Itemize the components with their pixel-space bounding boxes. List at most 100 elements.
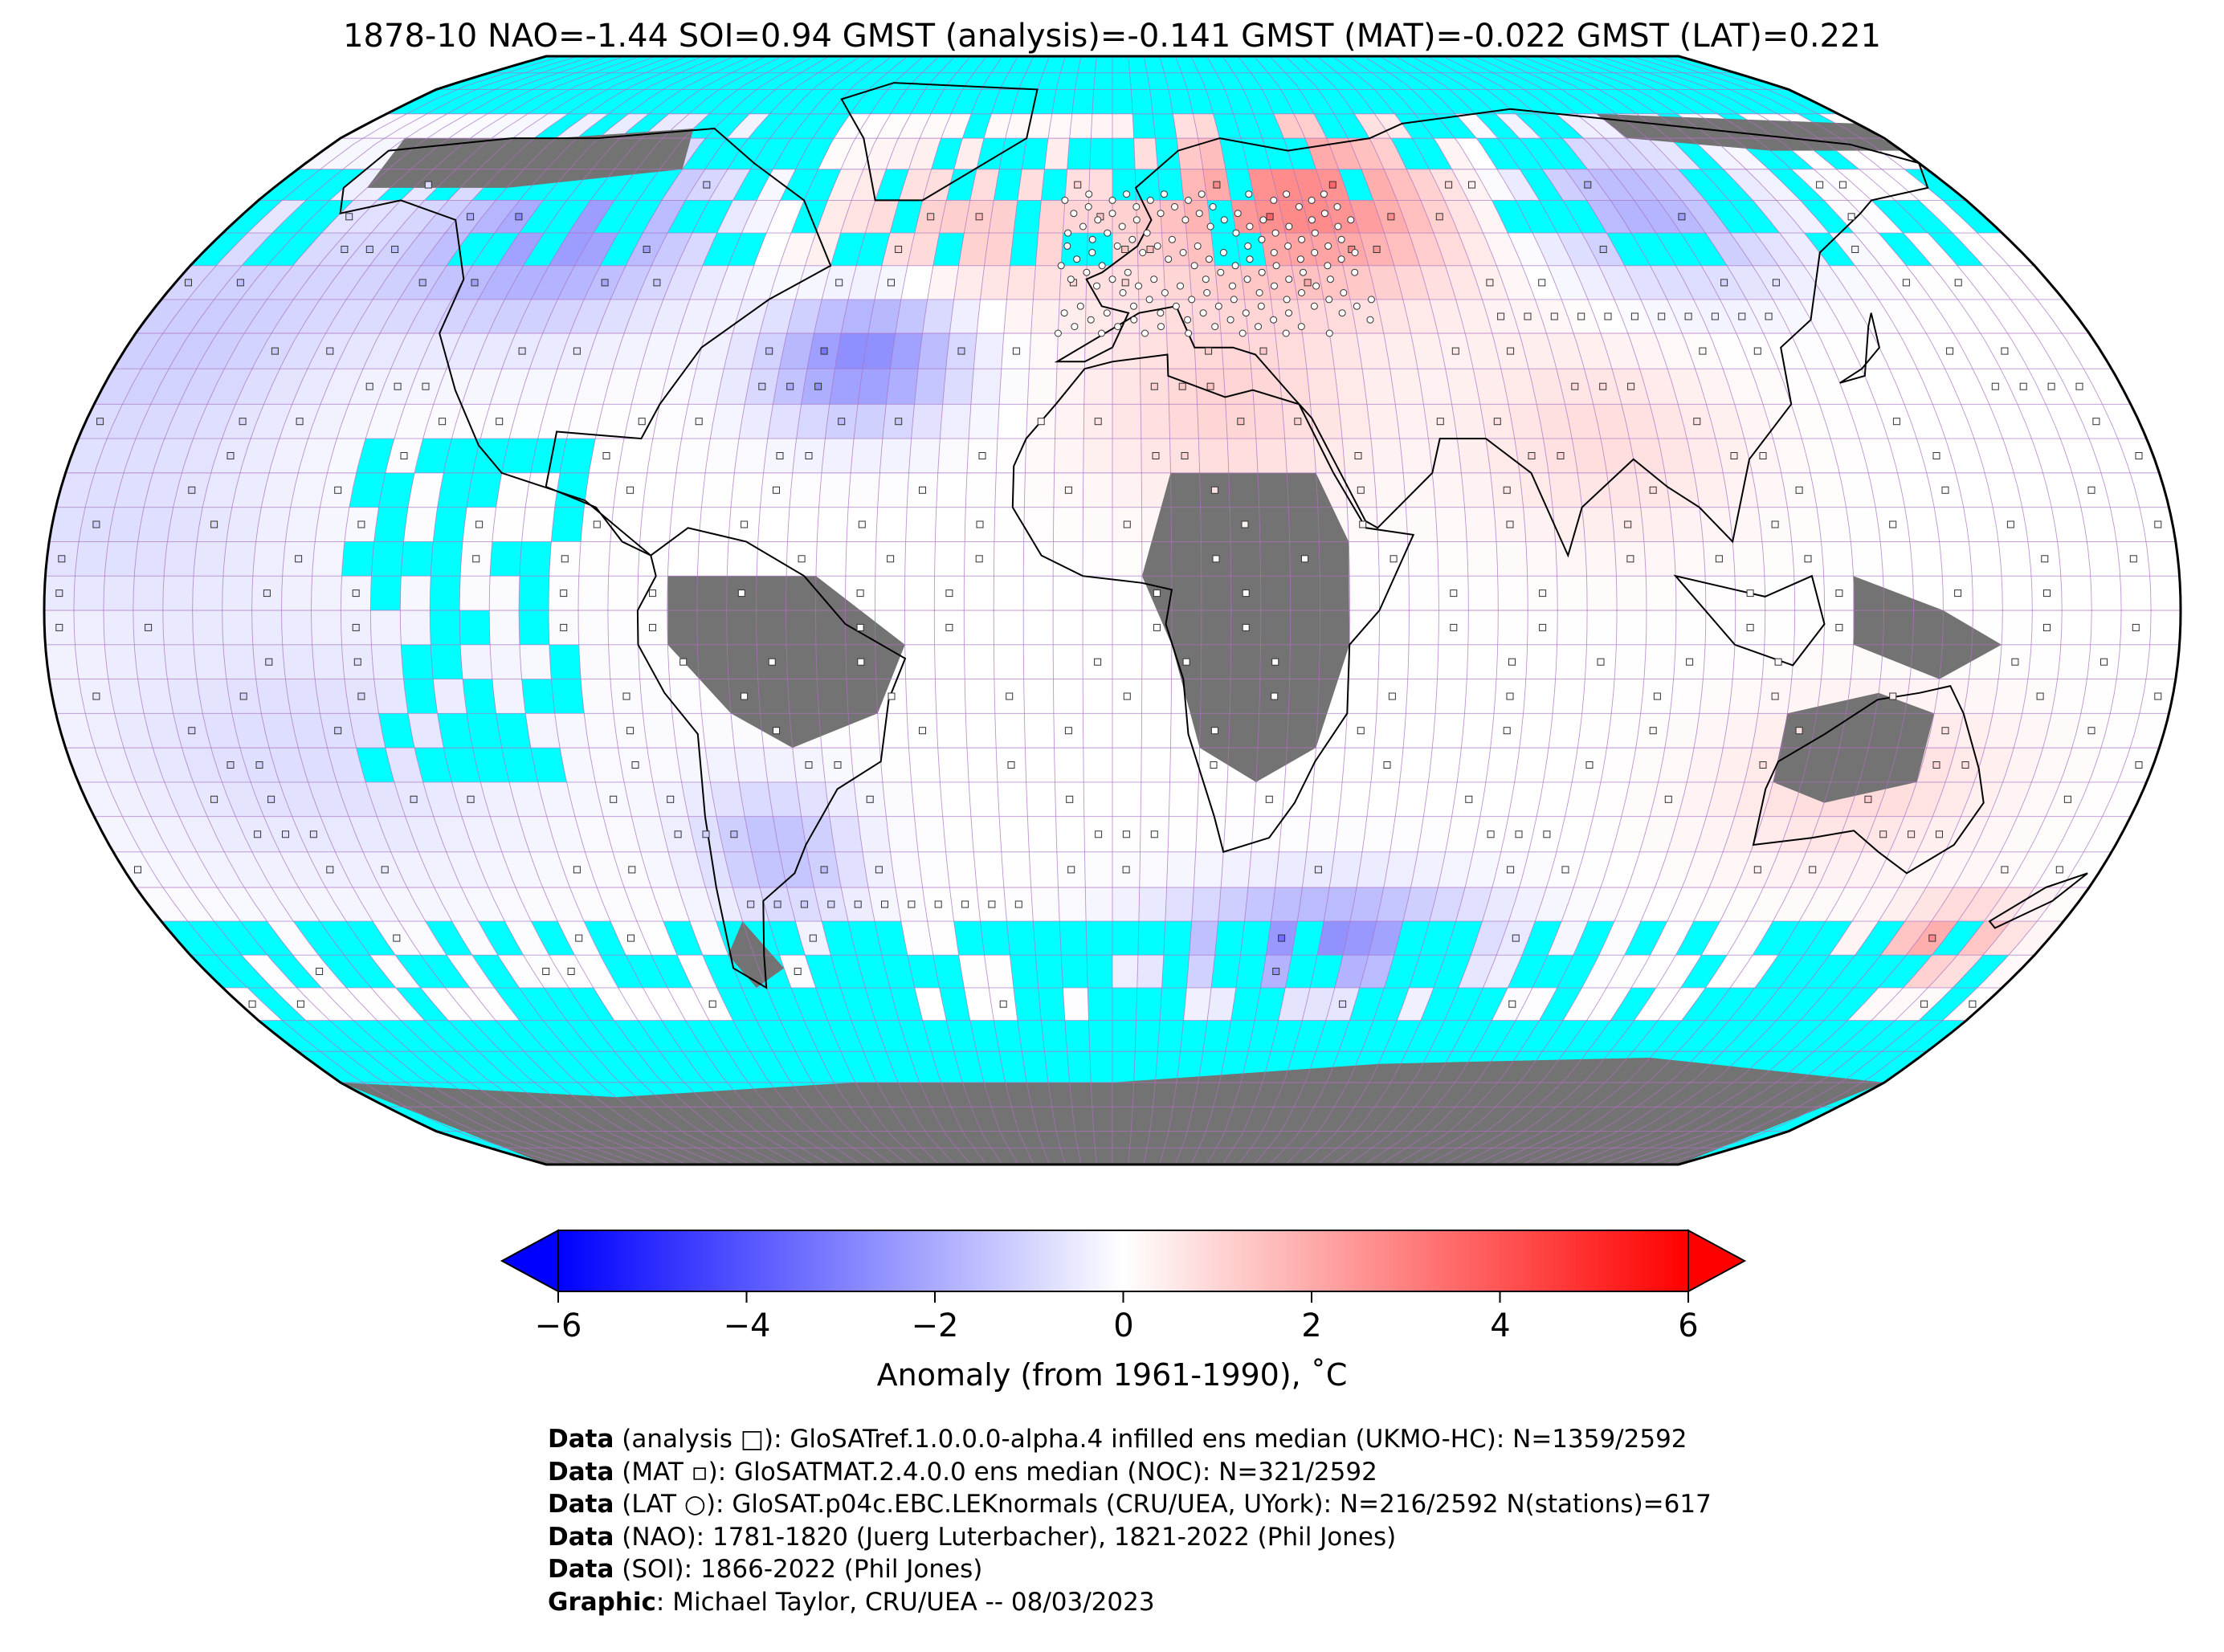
mat-marker (55, 589, 63, 598)
anomaly-cell (2034, 333, 2084, 369)
anomaly-cell (1083, 679, 1112, 714)
anomaly-cell (1373, 713, 1406, 748)
anomaly-cell (1586, 610, 1618, 645)
tick-label: 0 (1113, 1307, 1134, 1344)
anomaly-cell (1324, 887, 1357, 922)
anomaly-cell (1141, 644, 1172, 679)
anomaly-cell (1112, 610, 1142, 645)
anomaly-cell (1563, 987, 1607, 1021)
anomaly-cell (964, 610, 994, 645)
anomaly-cell (94, 369, 141, 405)
anomaly-cell (1445, 816, 1480, 852)
anomaly-cell (697, 541, 728, 577)
anomaly-cell (1977, 955, 2035, 988)
anomaly-cell (369, 955, 421, 988)
station-marker (1257, 302, 1265, 310)
anomaly-cell (281, 610, 312, 645)
anomaly-cell (55, 472, 95, 508)
anomaly-cell (661, 169, 705, 201)
mat-marker (881, 900, 888, 908)
anomaly-cell (1399, 748, 1433, 782)
station-marker (1165, 255, 1173, 263)
anomaly-cell (578, 576, 609, 610)
mat-marker (758, 382, 766, 390)
mat-marker (353, 658, 361, 666)
anomaly-cell (518, 369, 557, 405)
mat-marker (1838, 181, 1847, 189)
anomaly-cell (521, 507, 555, 542)
mat-marker (834, 761, 842, 769)
anomaly-cell (518, 816, 557, 852)
anomaly-cell (1383, 333, 1418, 369)
anomaly-cell (724, 333, 760, 369)
anomaly-cell (2110, 507, 2146, 542)
anomaly-cell (529, 333, 570, 369)
anomaly-cell (1278, 987, 1311, 1021)
anomaly-cell (1044, 138, 1070, 169)
anomaly-cell (1678, 781, 1716, 817)
anomaly-cell (1083, 472, 1112, 508)
mat-marker (773, 486, 780, 494)
anomaly-cell (918, 333, 950, 369)
anomaly-cell (895, 299, 928, 333)
anomaly-cell (973, 851, 1004, 887)
anomaly-cell (1646, 576, 1676, 610)
anomaly-cell (298, 887, 347, 922)
anomaly-cell (308, 404, 349, 439)
anomaly-cell (1349, 644, 1380, 679)
anomaly-cell (1750, 816, 1792, 852)
anomaly-cell (751, 851, 787, 887)
anomaly-cell (2102, 404, 2147, 439)
anomaly-cell (964, 987, 994, 1021)
anomaly-cell (1136, 955, 1164, 988)
anomaly-cell (890, 851, 923, 887)
anomaly-cell (1931, 299, 1981, 333)
anomaly-cell (1357, 851, 1390, 887)
anomaly-cell (1670, 679, 1704, 714)
mat-marker (1711, 312, 1719, 320)
anomaly-cell (365, 781, 406, 817)
mat-marker (1539, 589, 1547, 598)
anomaly-cell (55, 713, 95, 748)
anomaly-cell (795, 265, 831, 300)
anomaly-cell (1464, 679, 1496, 714)
anomaly-cell (818, 472, 851, 508)
anomaly-cell (1926, 851, 1973, 887)
anomaly-cell (340, 113, 407, 139)
anomaly-cell (1133, 138, 1158, 169)
anomaly-cell (980, 265, 1010, 300)
anomaly-cell (1418, 816, 1452, 852)
anomaly-cell (618, 987, 662, 1021)
mat-marker (610, 795, 618, 803)
anomaly-cell (2002, 438, 2043, 473)
anomaly-cell (2087, 541, 2120, 577)
anomaly-cell (638, 644, 670, 679)
anomaly-cell (1467, 610, 1499, 645)
station-marker (1093, 282, 1100, 290)
mat-marker (649, 623, 656, 631)
anomaly-cell (727, 541, 758, 577)
anomaly-cell (2002, 748, 2043, 782)
anomaly-cell (1640, 507, 1674, 542)
anomaly-cell (337, 781, 377, 817)
anomaly-cell (1519, 333, 1557, 369)
mat-marker (975, 213, 983, 221)
anomaly-cell (1357, 333, 1390, 369)
anomaly-cell (153, 438, 194, 473)
anomaly-cell (1706, 404, 1745, 439)
anomaly-cell (1821, 644, 1854, 679)
mat-marker (188, 486, 196, 494)
anomaly-cell (1693, 887, 1736, 922)
anomaly-cell (936, 713, 967, 748)
station-marker (1118, 222, 1126, 230)
coastlines (339, 82, 2088, 989)
anomaly-cell (2090, 610, 2122, 645)
anomaly-cell (2083, 816, 2131, 852)
anomaly-cell (217, 887, 267, 922)
anomaly-cell (705, 748, 739, 782)
anomaly-cell (1802, 438, 1840, 473)
anomaly-cell (1548, 265, 1589, 300)
anomaly-cell (1631, 955, 1676, 988)
anomaly-cell (182, 438, 222, 473)
anomaly-cell (1694, 713, 1729, 748)
